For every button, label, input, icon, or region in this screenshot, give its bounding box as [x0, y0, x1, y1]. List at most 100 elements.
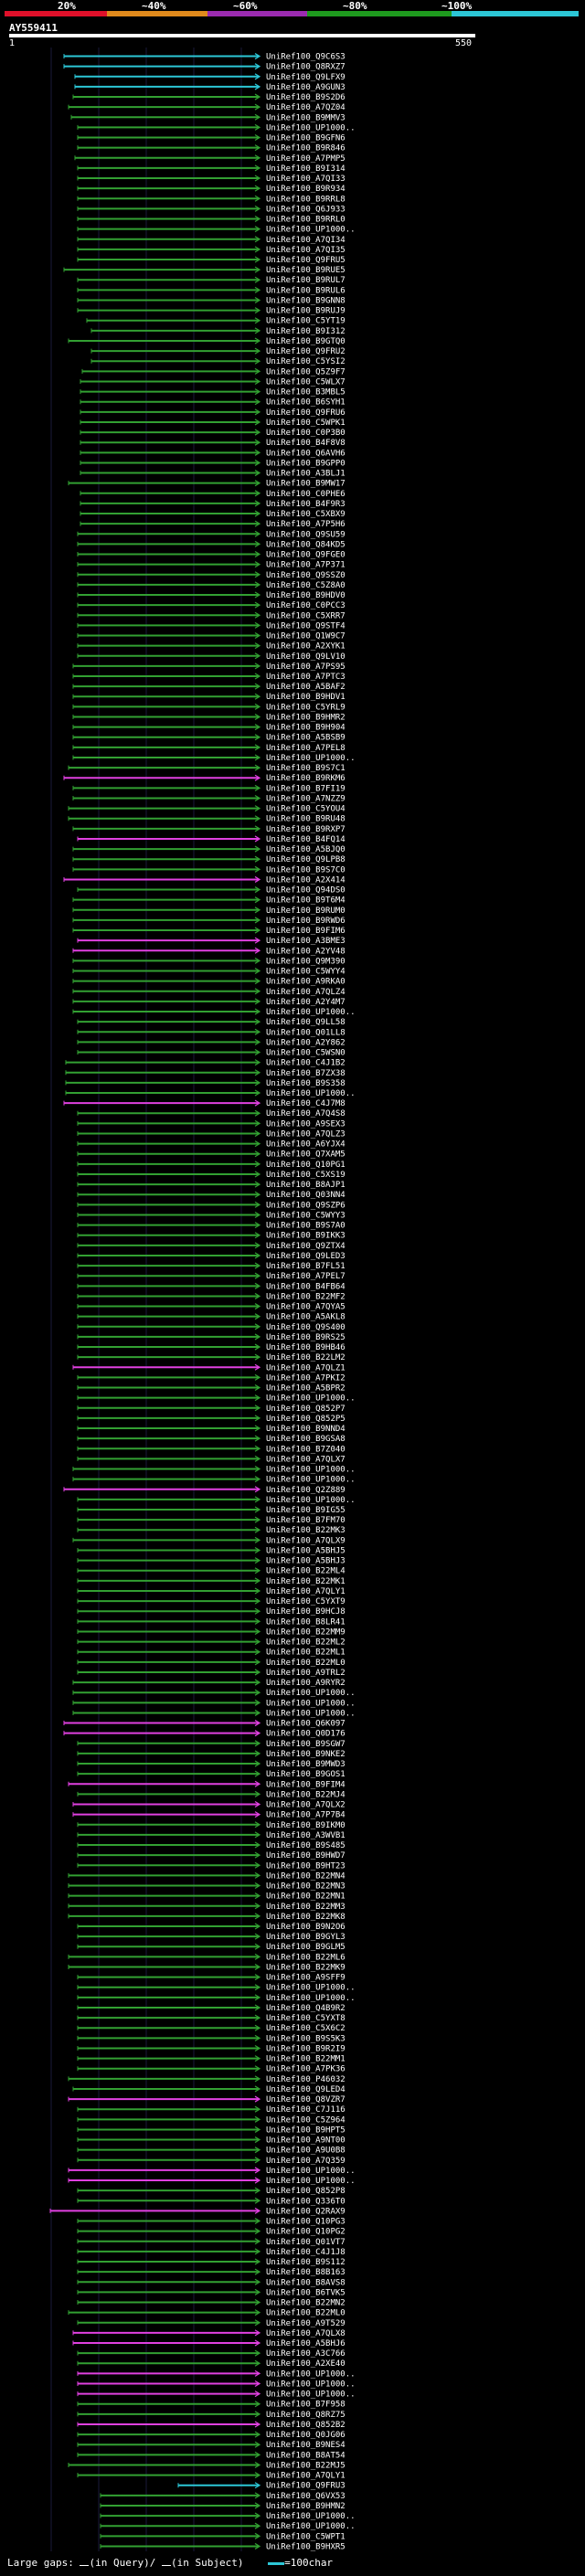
hit-row[interactable]: UniRef100_A2XYK1 [77, 642, 346, 652]
hit-label[interactable]: UniRef100_B9GOS1 [266, 1770, 346, 1779]
hit-row[interactable]: UniRef100_B7FI19 [72, 784, 346, 793]
hit-label[interactable]: UniRef100_Q9SZP6 [266, 1201, 346, 1210]
hit-label[interactable]: UniRef100_C5YSI2 [266, 357, 346, 366]
hit-label[interactable]: UniRef100_B9RUL6 [266, 286, 346, 295]
hit-label[interactable]: UniRef100_B9HT23 [266, 1861, 346, 1871]
hit-row[interactable]: UniRef100_A7QLX7 [77, 1455, 346, 1464]
hit-label[interactable]: UniRef100_A3C766 [266, 2349, 346, 2359]
hit-row[interactable]: UniRef100_A7P7B4 [72, 1811, 346, 1820]
hit-label[interactable]: UniRef100_B7FM70 [266, 1516, 346, 1525]
hit-label[interactable]: UniRef100_A2XE40 [266, 2359, 346, 2369]
hit-label[interactable]: UniRef100_B9N2O6 [266, 1923, 346, 1932]
hit-label[interactable]: UniRef100_A2Y4M7 [266, 998, 346, 1007]
hit-row[interactable]: UniRef100_A7QLZ3 [77, 1129, 346, 1139]
hit-row[interactable]: UniRef100_B9IG55 [77, 1506, 346, 1515]
hit-row[interactable]: UniRef100_UP1000.. [72, 1008, 356, 1017]
hit-label[interactable]: UniRef100_B9GSA8 [266, 1435, 346, 1444]
hit-row[interactable]: UniRef100_A9T529 [77, 2319, 346, 2328]
hit-label[interactable]: UniRef100_A5BSB9 [266, 734, 346, 743]
hit-label[interactable]: UniRef100_A7QI33 [266, 175, 346, 184]
hit-row[interactable]: UniRef100_A6YJX4 [77, 1140, 346, 1150]
hit-label[interactable]: UniRef100_A2X414 [266, 875, 346, 885]
hit-row[interactable]: UniRef100_B22MF2 [77, 1292, 346, 1301]
hit-row[interactable]: UniRef100_UP1000.. [72, 1466, 356, 1475]
hit-row[interactable]: UniRef100_B22MN3 [68, 1882, 346, 1892]
hit-label[interactable]: UniRef100_B9S358 [266, 1079, 346, 1088]
hit-label[interactable]: UniRef100_UP1000.. [266, 2380, 356, 2389]
hit-label[interactable]: UniRef100_A9NT00 [266, 2136, 346, 2146]
hit-label[interactable]: UniRef100_B9HMN2 [266, 2502, 346, 2511]
hit-label[interactable]: UniRef100_Q9STF4 [266, 621, 346, 631]
hit-label[interactable]: UniRef100_B9S2D6 [266, 93, 346, 102]
hit-row[interactable]: UniRef100_B9NND4 [77, 1425, 346, 1434]
hit-label[interactable]: UniRef100_C5Z8A0 [266, 581, 346, 590]
hit-row[interactable]: UniRef100_B22ML2 [77, 1638, 346, 1648]
hit-row[interactable]: UniRef100_C7J116 [77, 2105, 346, 2115]
hit-row[interactable]: UniRef100_UP1000.. [77, 1984, 356, 1993]
hit-label[interactable]: UniRef100_A9RKA0 [266, 978, 346, 987]
hit-label[interactable]: UniRef100_B9S7A0 [266, 1222, 346, 1231]
hit-label[interactable]: UniRef100_Q9SSZ0 [266, 571, 346, 580]
hit-row[interactable]: UniRef100_A7P371 [77, 561, 346, 570]
hit-label[interactable]: UniRef100_Q9C6S3 [266, 53, 346, 62]
hit-row[interactable]: UniRef100_A2Y862 [77, 1038, 346, 1047]
hit-label[interactable]: UniRef100_Q9LED4 [266, 2085, 346, 2094]
hit-label[interactable]: UniRef100_A9SEX3 [266, 1119, 346, 1129]
hit-row[interactable]: UniRef100_B9GOS1 [77, 1770, 346, 1779]
hit-label[interactable]: UniRef100_A7PTC3 [266, 673, 346, 682]
hit-label[interactable]: UniRef100_Q336T0 [266, 2197, 346, 2206]
hit-label[interactable]: UniRef100_B6TVK5 [266, 2288, 346, 2297]
hit-row[interactable]: UniRef100_C5YSI2 [90, 357, 346, 366]
hit-row[interactable]: UniRef100_Q9FRU2 [90, 347, 346, 356]
hit-label[interactable]: UniRef100_B7FL51 [266, 1262, 346, 1271]
hit-label[interactable]: UniRef100_B9GYL3 [266, 1933, 346, 1942]
hit-label[interactable]: UniRef100_A5BJQ0 [266, 845, 346, 854]
hit-row[interactable]: UniRef100_C5X6C2 [77, 2024, 346, 2033]
hit-label[interactable]: UniRef100_Q852P8 [266, 2187, 346, 2196]
hit-label[interactable]: UniRef100_B4F9R3 [266, 500, 346, 509]
hit-row[interactable]: UniRef100_A9RKA0 [72, 978, 346, 987]
hit-label[interactable]: UniRef100_C5WYY3 [266, 1211, 346, 1220]
hit-row[interactable]: UniRef100_Q9ZTX4 [77, 1242, 346, 1251]
hit-row[interactable]: UniRef100_B9RUJ9 [77, 307, 346, 316]
hit-row[interactable]: UniRef100_B9HT23 [77, 1861, 346, 1871]
hit-row[interactable]: UniRef100_C5YOU4 [68, 805, 346, 814]
hit-label[interactable]: UniRef100_A7QLY1 [266, 2472, 346, 2481]
hit-label[interactable]: UniRef100_C5XS19 [266, 1171, 346, 1180]
hit-row[interactable]: UniRef100_B9NES4 [77, 2441, 346, 2450]
hit-label[interactable]: UniRef100_A3WVB1 [266, 1831, 346, 1840]
hit-row[interactable]: UniRef100_B9R2I9 [77, 2044, 346, 2053]
hit-row[interactable]: UniRef100_Q9STF4 [77, 621, 346, 631]
hit-label[interactable]: UniRef100_B22MN1 [266, 1892, 346, 1902]
hit-row[interactable]: UniRef100_B9HMN2 [100, 2502, 346, 2511]
hit-row[interactable]: UniRef100_B9NKE2 [77, 1750, 346, 1759]
hit-label[interactable]: UniRef100_A9SFF9 [266, 1974, 346, 1983]
hit-label[interactable]: UniRef100_Q10PG2 [266, 2228, 346, 2237]
hit-label[interactable]: UniRef100_A6YJX4 [266, 1140, 346, 1150]
hit-label[interactable]: UniRef100_C5YXT9 [266, 1597, 346, 1606]
hit-row[interactable]: UniRef100_A2YV48 [72, 947, 346, 956]
hit-label[interactable]: UniRef100_Q84KD5 [266, 540, 346, 549]
hit-row[interactable]: UniRef100_B9MWD3 [77, 1760, 346, 1769]
hit-label[interactable]: UniRef100_Q10PG3 [266, 2218, 346, 2227]
hit-row[interactable]: UniRef100_Q10PG3 [77, 2218, 346, 2227]
hit-label[interactable]: UniRef100_A9GUN3 [266, 83, 346, 92]
hit-label[interactable]: UniRef100_B9MWD3 [266, 1760, 346, 1769]
hit-row[interactable]: UniRef100_Q0JG06 [77, 2431, 346, 2440]
hit-label[interactable]: UniRef100_C5WLX7 [266, 377, 346, 387]
hit-label[interactable]: UniRef100_A7QI34 [266, 236, 346, 245]
hit-row[interactable]: UniRef100_UP1000.. [100, 2522, 356, 2531]
hit-row[interactable]: UniRef100_Q9FRU3 [177, 2482, 346, 2491]
hit-row[interactable]: UniRef100_A7PTC3 [72, 673, 346, 682]
hit-row[interactable]: UniRef100_Q6J933 [77, 205, 346, 214]
hit-row[interactable]: UniRef100_B9HPT5 [77, 2125, 346, 2135]
hit-label[interactable]: UniRef100_B22ML0 [266, 2309, 346, 2318]
hit-label[interactable]: UniRef100_B7F958 [266, 2401, 346, 2410]
hit-label[interactable]: UniRef100_Q9LPB8 [266, 855, 346, 864]
hit-label[interactable]: UniRef100_UP1000.. [266, 1984, 356, 1993]
hit-label[interactable]: UniRef100_C5WPK1 [266, 419, 346, 428]
hit-row[interactable]: UniRef100_B9RU48 [68, 815, 346, 824]
hit-label[interactable]: UniRef100_A7PKI2 [266, 1373, 346, 1383]
hit-label[interactable]: UniRef100_A5AKL8 [266, 1313, 346, 1322]
hit-row[interactable]: UniRef100_B9RUL7 [77, 276, 346, 285]
